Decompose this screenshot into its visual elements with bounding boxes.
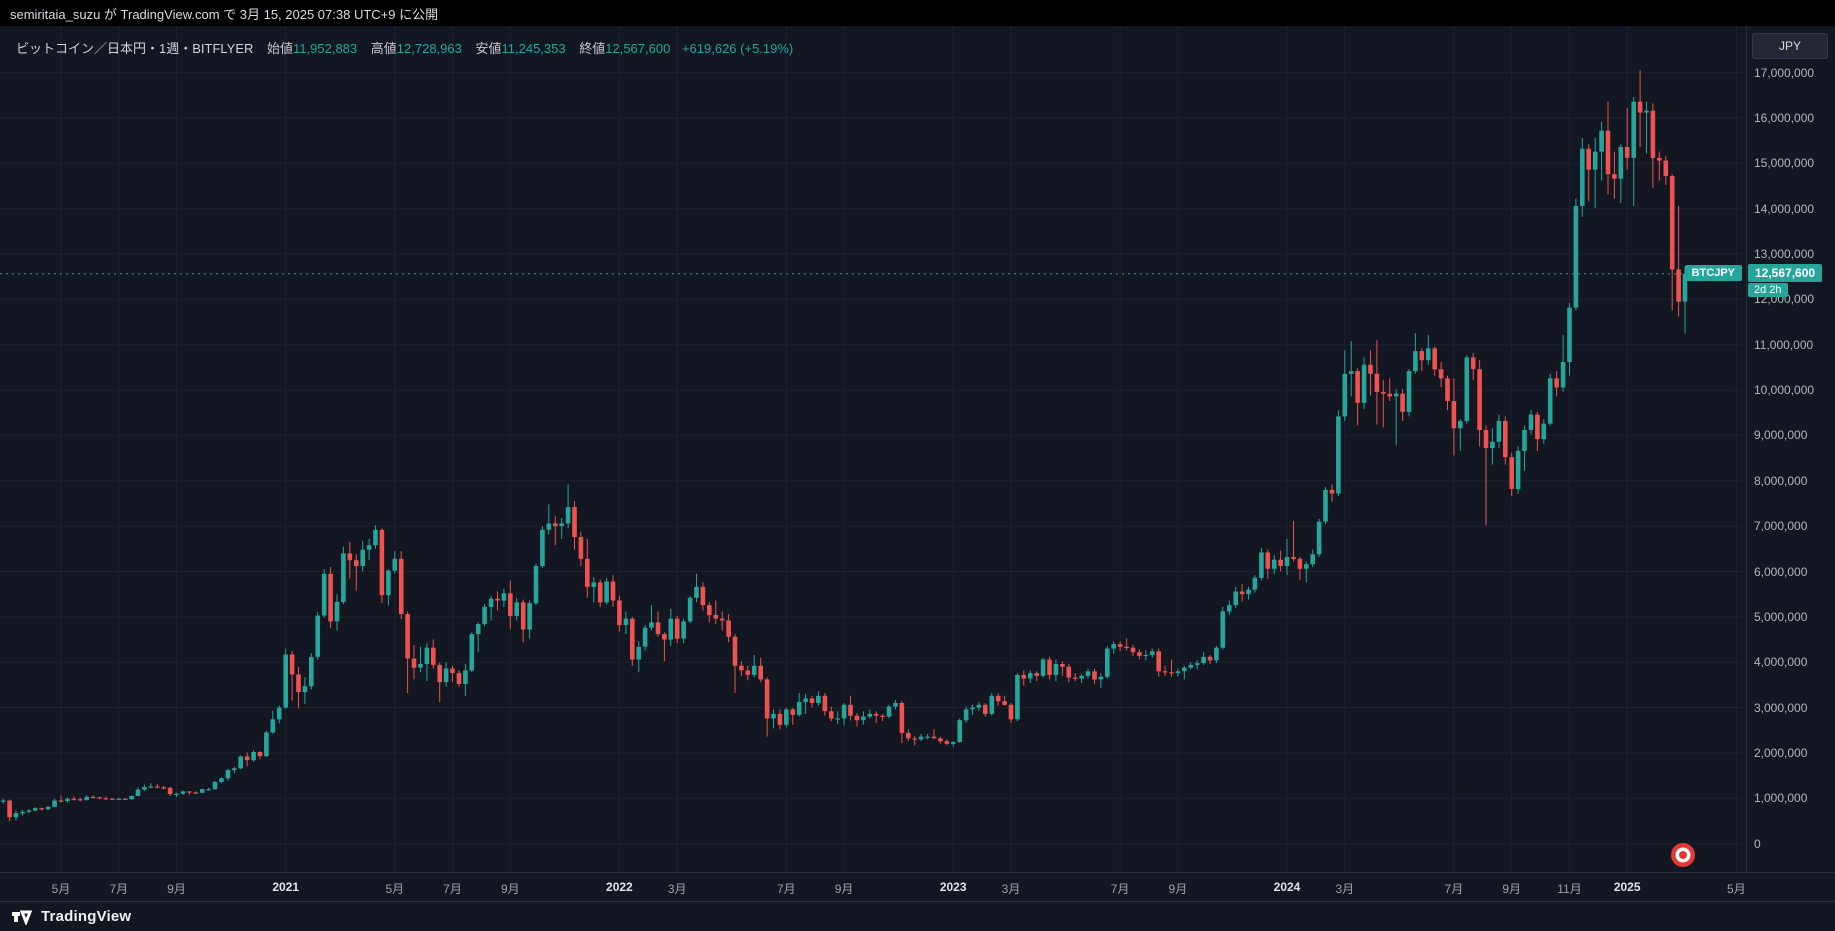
price-line-symbol-label: BTCJPY (1684, 264, 1742, 281)
price-axis-label: 6,000,000 (1754, 564, 1808, 579)
time-axis-label: 3月 (1335, 882, 1355, 896)
publish-text: semiritaia_suzu が TradingView.com で 3月 1… (10, 6, 439, 22)
time-axis-label: 5月 (51, 882, 71, 896)
time-axis-label: 7月 (776, 882, 796, 896)
chart-container: ビットコイン／日本円・1週・BITFLYER 始値11,952,883 高値12… (0, 26, 1835, 931)
time-axis-label: 7月 (109, 882, 129, 896)
time-axis-label: 9月 (834, 882, 854, 896)
time-axis-label: 2025 (1613, 880, 1641, 894)
time-axis-label: 11月 (1557, 882, 1582, 896)
high-value: 12,728,963 (396, 41, 462, 56)
time-axis-label: 7月 (1110, 882, 1130, 896)
time-axis-label: 2024 (1273, 880, 1301, 894)
time-axis-label: 2021 (272, 880, 300, 894)
price-axis-label: 5,000,000 (1754, 609, 1808, 624)
price-axis-label: 8,000,000 (1754, 473, 1808, 488)
time-axis-label: 3月 (1001, 882, 1021, 896)
bottom-bar: TradingView (0, 901, 1835, 931)
time-axis[interactable]: 5月 7月 9月 2021 5月 7月 9月 2022 3月 7月 9月 2023 3月 7月 9月 2024… (0, 872, 1835, 901)
price-axis[interactable]: JPY 0 1,000,000 2,000,000 3,000,000 4,000,00… (1746, 26, 1835, 872)
price-axis-label: 13,000,000 (1754, 247, 1815, 261)
price-axis-label: 3,000,000 (1754, 700, 1808, 715)
price-axis-label: 9,000,000 (1754, 428, 1808, 443)
close-value: 12,567,600 (605, 41, 671, 56)
time-axis-label: 2022 (606, 880, 633, 894)
time-axis-label: 9月 (1502, 882, 1522, 896)
low-value: 11,245,353 (501, 41, 566, 56)
time-axis-label: 9月 (500, 882, 520, 896)
price-axis-label: 11,000,000 (1754, 337, 1814, 352)
price-axis-label: 0 (1754, 836, 1761, 851)
high-label: 高値 (370, 41, 397, 56)
price-axis-label: 16,000,000 (1754, 111, 1815, 125)
price-axis-label: 4,000,000 (1754, 655, 1808, 670)
time-axis-label: 5月 (385, 882, 405, 896)
plot-area[interactable] (0, 26, 1746, 872)
time-axis-label: 9月 (167, 882, 186, 896)
bar-countdown-label: 2d 2h (1748, 282, 1788, 297)
open-label: 始値 (267, 41, 294, 56)
chart-legend: ビットコイン／日本円・1週・BITFLYER 始値11,952,883 高値12… (16, 38, 793, 57)
publish-bar: semiritaia_suzu が TradingView.com で 3月 1… (0, 0, 1835, 26)
open-value: 11,952,883 (293, 41, 358, 56)
tradingview-brand-text[interactable]: TradingView (41, 908, 132, 925)
chart-canvas[interactable] (0, 26, 1746, 872)
time-axis-label: 5月 (1727, 882, 1746, 896)
close-label: 終値 (579, 41, 606, 56)
price-axis-label: 17,000,000 (1754, 65, 1815, 80)
low-label: 安値 (475, 41, 502, 56)
price-axis-label: 2,000,000 (1754, 745, 1808, 760)
symbol-title: ビットコイン／日本円・1週・BITFLYER (16, 41, 254, 56)
currency-toggle-button[interactable]: JPY (1752, 33, 1828, 59)
time-axis-label: 2023 (939, 880, 967, 894)
change-value: +619,626 (+5.19%) (681, 41, 794, 56)
price-axis-label: 1,000,000 (1754, 791, 1808, 806)
price-axis-label: 14,000,000 (1754, 201, 1815, 216)
tradingview-logo-icon[interactable] (12, 909, 34, 925)
target-icon (1671, 843, 1695, 867)
time-axis-label: 3月 (667, 882, 687, 896)
time-axis-label: 7月 (443, 882, 462, 896)
price-axis-label: 15,000,000 (1754, 156, 1815, 171)
time-axis-label: 9月 (1168, 882, 1188, 896)
price-axis-label: 10,000,000 (1754, 383, 1815, 398)
time-axis-label: 7月 (1444, 882, 1464, 896)
last-price-label: 12,567,600 (1748, 263, 1823, 282)
price-axis-label: 7,000,000 (1754, 519, 1808, 534)
